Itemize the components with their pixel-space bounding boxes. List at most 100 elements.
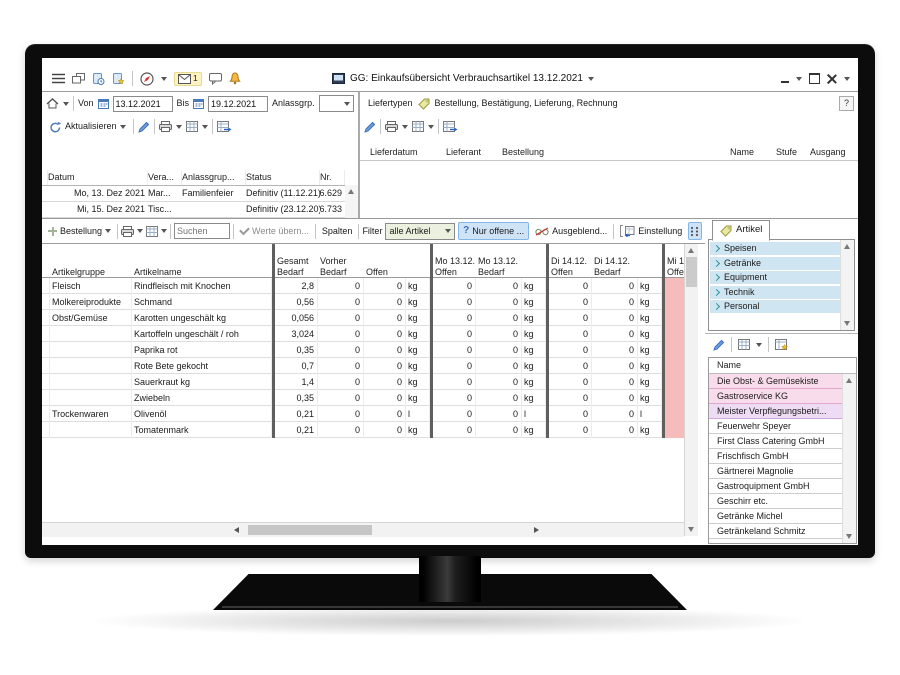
cell-vorher-bedarf[interactable]: 0	[318, 310, 364, 326]
table-view-icon[interactable]	[412, 121, 424, 132]
cell-mo-offen[interactable]: 0	[430, 294, 476, 310]
column-header-artikelname[interactable]: Artikelname	[134, 266, 182, 277]
panel-divider[interactable]	[358, 92, 360, 218]
cell-gesamt-bedarf[interactable]: 0,21	[272, 406, 318, 422]
cell-di-bedarf[interactable]: 0	[592, 422, 638, 438]
cell-di-offen[interactable]: 0	[546, 422, 592, 438]
list-item-supplier[interactable]: Gärtnerei Magnolie	[709, 464, 843, 479]
cell-mo-bedarf[interactable]: 0	[476, 374, 522, 390]
aktualisieren-button[interactable]: Aktualisieren	[46, 120, 129, 134]
cell-offen[interactable]: 0	[364, 294, 406, 310]
cell-offen[interactable]: 0	[364, 406, 406, 422]
cell-di-offen[interactable]: 0	[546, 310, 592, 326]
edit-pencil-icon[interactable]	[713, 339, 725, 351]
article-table-vertical-scrollbar[interactable]	[684, 244, 698, 536]
cell-offen[interactable]: 0	[364, 342, 406, 358]
table-row[interactable]: Trockenwaren Olivenöl 0,21 0 0 l 0 0 l 0…	[42, 406, 684, 422]
cell-offen[interactable]: 0	[364, 422, 406, 438]
cell-offen[interactable]: 0	[364, 278, 406, 294]
printer-icon[interactable]	[121, 225, 135, 237]
cell-gesamt-bedarf[interactable]: 0,35	[272, 342, 318, 358]
list-item-supplier[interactable]: Gastroquipment GmbH	[709, 479, 843, 494]
list-item-category[interactable]: Personal	[710, 300, 840, 313]
search-input[interactable]	[174, 223, 231, 239]
list-item-supplier[interactable]: Die Obst- & Gemüsekiste	[709, 374, 843, 389]
cell-mi-offen[interactable]: 0,	[662, 422, 684, 438]
scrollbar-thumb[interactable]	[686, 257, 697, 287]
cell-vorher-bedarf[interactable]: 0	[318, 374, 364, 390]
cell-mi-offen[interactable]: 3,0	[662, 326, 684, 342]
list-item-supplier[interactable]: Getränkeland Schmitz	[709, 524, 843, 539]
table-row[interactable]: Mi, 15. Dez 2021 Tisc... Definitiv (23.1…	[42, 202, 345, 218]
cell-mo-bedarf[interactable]: 0	[476, 390, 522, 406]
cell-gesamt-bedarf[interactable]: 1,4	[272, 374, 318, 390]
table-row[interactable]: Paprika rot 0,35 0 0 kg 0 0 kg 0 0 kg 0,	[42, 342, 684, 358]
menu-icon[interactable]	[52, 73, 65, 84]
cell-mi-offen[interactable]: 0,0	[662, 310, 684, 326]
table-row[interactable]: Kartoffeln ungeschält / roh 3,024 0 0 kg…	[42, 326, 684, 342]
cell-mi-offen[interactable]: 1	[662, 374, 684, 390]
column-header-gesamt-bedarf[interactable]: Gesamt Bedarf	[272, 244, 318, 278]
cell-offen[interactable]: 0	[364, 310, 406, 326]
cell-gesamt-bedarf[interactable]: 0,56	[272, 294, 318, 310]
ausgeblendet-button[interactable]: Ausgeblend...	[532, 225, 610, 237]
cell-mo-offen[interactable]: 0	[430, 422, 476, 438]
von-date-input[interactable]	[112, 95, 173, 112]
bell-icon[interactable]	[228, 72, 241, 85]
cell-mo-offen[interactable]: 0	[430, 342, 476, 358]
list-item-supplier[interactable]: Frischfisch GmbH	[709, 449, 843, 464]
column-header-anlassgruppe[interactable]: Anlassgrup...	[182, 170, 246, 185]
column-header-artikelgruppe[interactable]: Artikelgruppe	[52, 266, 106, 277]
cell-di-offen[interactable]: 0	[546, 390, 592, 406]
cell-di-offen[interactable]: 0	[546, 294, 592, 310]
cell-gesamt-bedarf[interactable]: 0,35	[272, 390, 318, 406]
cell-di-offen[interactable]: 0	[546, 406, 592, 422]
cell-vorher-bedarf[interactable]: 0	[318, 422, 364, 438]
table-row[interactable]: Molkereiprodukte Schmand 0,56 0 0 kg 0 0…	[42, 294, 684, 310]
close-dropdown-caret[interactable]	[844, 76, 850, 81]
compass-dropdown-caret[interactable]	[161, 76, 167, 81]
cell-di-bedarf[interactable]: 0	[592, 294, 638, 310]
cell-mi-offen[interactable]: 2,	[662, 278, 684, 294]
cell-di-bedarf[interactable]: 0	[592, 310, 638, 326]
column-header-nr[interactable]: Nr.	[320, 170, 345, 185]
table-dropdown-caret[interactable]	[428, 124, 434, 129]
table-favorite-icon[interactable]	[775, 338, 788, 351]
edit-pencil-icon[interactable]	[137, 121, 150, 133]
table-dropdown-caret[interactable]	[201, 124, 208, 129]
column-header-di-bedarf[interactable]: Di 14.12. Bedarf	[594, 256, 631, 277]
tab-artikel[interactable]: Artikel	[712, 220, 771, 241]
table-row[interactable]: Obst/Gemüse Karotten ungeschält kg 0,056…	[42, 310, 684, 326]
table-view-icon[interactable]	[738, 339, 750, 350]
cell-offen[interactable]: 0	[364, 326, 406, 342]
cell-mo-offen[interactable]: 0	[430, 310, 476, 326]
list-item-category[interactable]: Getränke	[710, 256, 840, 270]
window-title-area[interactable]: GG: Einkaufsübersicht Verbrauchsartikel …	[332, 66, 594, 91]
table-row[interactable]: Mo, 13. Dez 2021 Mar... Familienfeier De…	[42, 186, 345, 202]
werte-uebernehmen-button[interactable]: Werte übern...	[237, 224, 312, 237]
cell-gesamt-bedarf[interactable]: 2,8	[272, 278, 318, 294]
printer-dropdown-caret[interactable]	[137, 229, 144, 233]
cell-mo-bedarf[interactable]: 0	[476, 278, 522, 294]
cell-mi-offen[interactable]: 0,	[662, 406, 684, 422]
bis-date-input[interactable]	[208, 95, 269, 112]
cell-mi-offen[interactable]: 0	[662, 358, 684, 374]
cell-mi-offen[interactable]: 0,	[662, 294, 684, 310]
column-header-name[interactable]: Name	[730, 147, 755, 158]
table-row[interactable]: Tomatenmark 0,21 0 0 kg 0 0 kg 0 0 kg 0,	[42, 422, 684, 438]
cell-gesamt-bedarf[interactable]: 0,056	[272, 310, 318, 326]
cell-di-bedarf[interactable]: 0	[592, 278, 638, 294]
edit-pencil-icon[interactable]	[364, 121, 376, 133]
chat-icon[interactable]	[208, 72, 222, 85]
home-icon[interactable]	[46, 98, 59, 109]
supplier-scrollbar[interactable]	[842, 374, 856, 543]
cell-vorher-bedarf[interactable]: 0	[318, 358, 364, 374]
column-header-lieferdatum[interactable]: Lieferdatum	[370, 147, 418, 158]
printer-dropdown-caret[interactable]	[402, 124, 408, 129]
table-dropdown-caret[interactable]	[756, 342, 762, 347]
cell-di-offen[interactable]: 0	[546, 278, 592, 294]
cell-mo-bedarf[interactable]: 0	[476, 342, 522, 358]
cell-di-offen[interactable]: 0	[546, 358, 592, 374]
cell-vorher-bedarf[interactable]: 0	[318, 294, 364, 310]
column-header-datum[interactable]: Datum	[48, 170, 148, 185]
